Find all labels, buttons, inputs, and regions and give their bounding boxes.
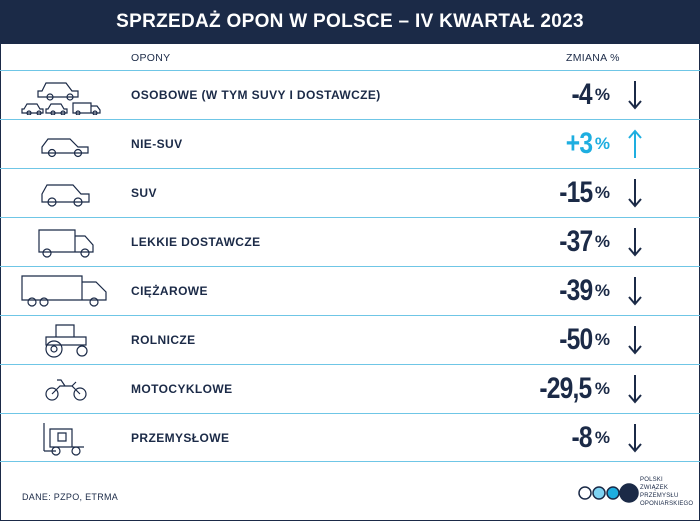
- row-label: MOTOCYKLOWE: [131, 382, 233, 396]
- source-note: DANE: PZPO, ETRMA: [22, 492, 119, 502]
- forklift-icon: [16, 418, 116, 458]
- table-row: CIĘŻAROWE -39%: [0, 266, 700, 315]
- row-label: NIE-SUV: [131, 137, 183, 151]
- car-icon: [16, 124, 116, 164]
- row-value: -39%: [558, 274, 610, 307]
- page-title: SPRZEDAŻ OPON W POLSCE – IV KWARTAŁ 2023: [116, 11, 584, 32]
- motorcycle-icon: [16, 369, 116, 409]
- table-row: SUV -15%: [0, 168, 700, 217]
- arrow-down-icon: [628, 277, 642, 306]
- van-icon: [16, 222, 116, 262]
- table-row: ROLNICZE -50%: [0, 315, 700, 364]
- arrow-up-icon: [628, 129, 642, 158]
- row-label: OSOBOWE (W TYM SUVY I DOSTAWCZE): [131, 88, 381, 102]
- row-value: -15%: [558, 176, 610, 209]
- arrow-down-icon: [628, 81, 642, 110]
- row-label: ROLNICZE: [131, 333, 196, 347]
- row-value: -37%: [558, 225, 610, 258]
- column-header-opony: OPONY: [131, 52, 171, 64]
- arrow-down-icon: [628, 228, 642, 257]
- row-label: LEKKIE DOSTAWCZE: [131, 235, 261, 249]
- row-value: -50%: [558, 323, 610, 356]
- column-header-zmiana: ZMIANA %: [566, 52, 620, 64]
- truck-icon: [16, 271, 116, 311]
- row-value: +3%: [565, 127, 610, 160]
- row-value: -4%: [571, 78, 610, 111]
- arrow-down-icon: [628, 326, 642, 355]
- table-row: LEKKIE DOSTAWCZE -37%: [0, 217, 700, 266]
- table: OSOBOWE (W TYM SUVY I DOSTAWCZE) -4% NIE…: [0, 70, 700, 462]
- row-value: -29,5%: [539, 372, 610, 405]
- arrow-down-icon: [628, 179, 642, 208]
- logo-text: POLSKI ZWIĄZEK PRZEMYSŁU OPONIARSKIEGO: [640, 477, 694, 507]
- table-row: OSOBOWE (W TYM SUVY I DOSTAWCZE) -4%: [0, 70, 700, 119]
- table-row: PRZEMYSŁOWE -8%: [0, 413, 700, 462]
- arrow-down-icon: [628, 375, 642, 404]
- table-row: NIE-SUV +3%: [0, 119, 700, 168]
- row-value: -8%: [571, 421, 610, 454]
- table-row: MOTOCYKLOWE -29,5%: [0, 364, 700, 413]
- row-label: PRZEMYSŁOWE: [131, 431, 230, 445]
- row-label: SUV: [131, 186, 157, 200]
- arrow-down-icon: [628, 424, 642, 453]
- title-bar: SPRZEDAŻ OPON W POLSCE – IV KWARTAŁ 2023: [0, 0, 700, 44]
- pzpo-logo: [578, 483, 639, 503]
- row-label: CIĘŻAROWE: [131, 284, 208, 298]
- suv-icon: [16, 173, 116, 213]
- tractor-icon: [16, 320, 116, 360]
- car-group-icon: [16, 75, 116, 115]
